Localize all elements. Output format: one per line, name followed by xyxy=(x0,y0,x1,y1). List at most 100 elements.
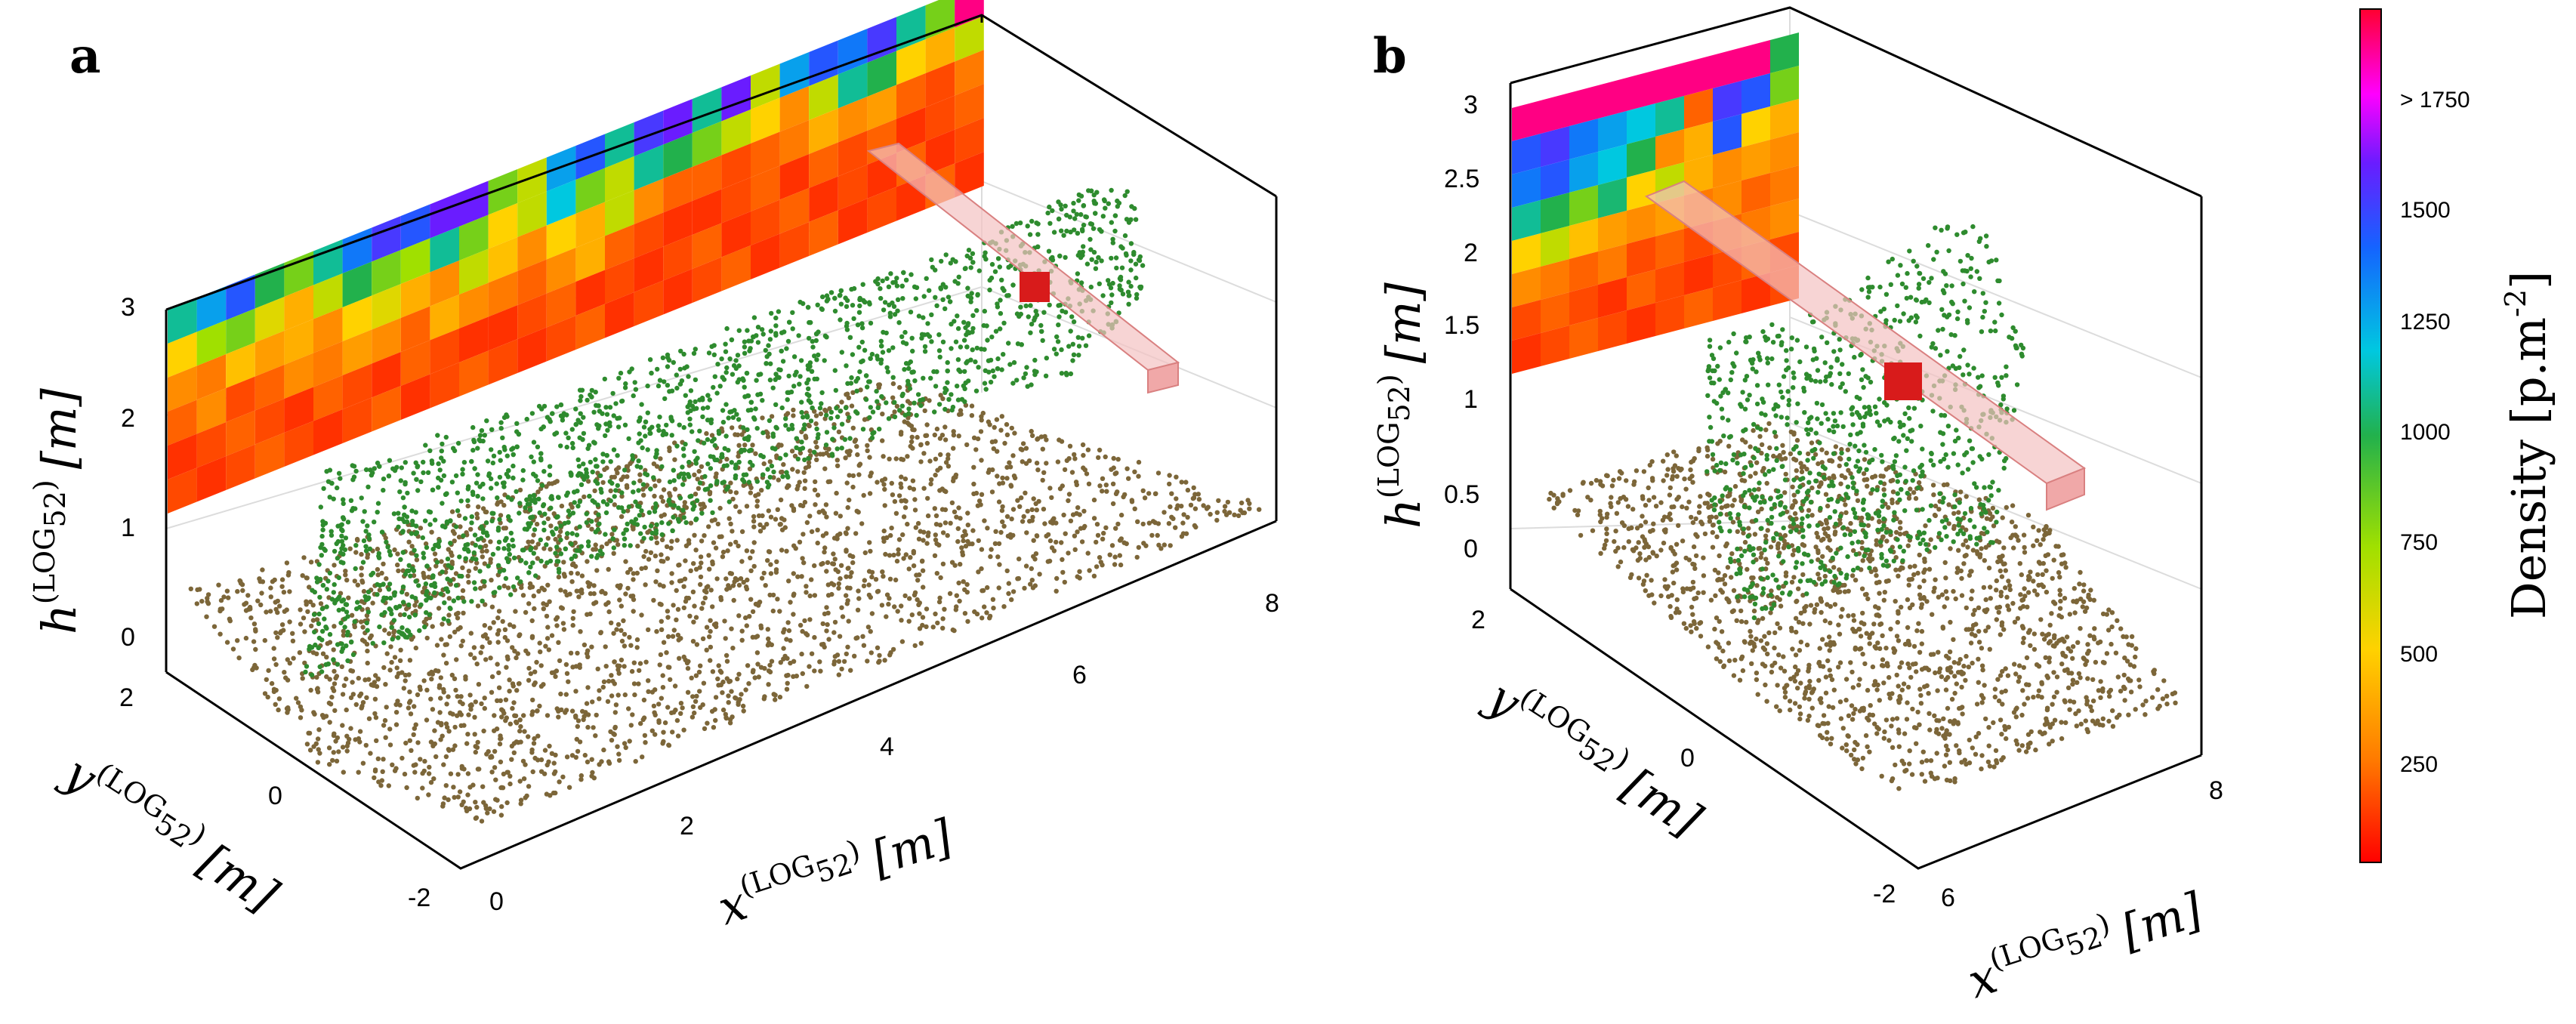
vegetation-point xyxy=(497,449,502,455)
heatmap-cell xyxy=(430,362,459,409)
ground-point xyxy=(679,578,684,584)
vegetation-point xyxy=(480,496,486,501)
ground-point xyxy=(905,521,910,527)
vegetation-point xyxy=(1088,284,1094,290)
vegetation-point xyxy=(712,457,717,463)
heatmap-cell xyxy=(605,156,634,202)
vegetation-point xyxy=(469,520,474,526)
vegetation-point xyxy=(609,480,615,486)
vegetation-point xyxy=(477,569,483,574)
vegetation-point xyxy=(622,467,628,473)
ground-point xyxy=(503,718,508,723)
ground-point xyxy=(979,492,985,497)
ground-point xyxy=(575,571,581,576)
ground-point xyxy=(824,569,829,574)
vegetation-point xyxy=(379,529,385,535)
ground-point xyxy=(494,726,500,732)
vegetation-point xyxy=(726,484,731,489)
vegetation-point xyxy=(768,328,773,334)
vegetation-point xyxy=(415,488,421,493)
ground-point xyxy=(906,566,912,572)
heatmap-cell xyxy=(838,199,868,245)
vegetation-point xyxy=(511,584,517,590)
ground-point xyxy=(554,479,560,484)
heatmap-cell xyxy=(692,87,722,133)
ground-point xyxy=(561,572,567,577)
ground-point xyxy=(723,715,729,721)
vegetation-point xyxy=(341,543,346,548)
vegetation-point xyxy=(1100,293,1106,298)
ground-point xyxy=(585,612,590,617)
vegetation-point xyxy=(899,393,905,399)
heatmap-cell xyxy=(168,399,197,446)
heatmap-cell xyxy=(692,121,722,167)
ground-point xyxy=(661,584,666,589)
ground-point xyxy=(480,784,486,789)
vegetation-point xyxy=(381,581,386,587)
ground-point xyxy=(329,695,335,700)
ground-point xyxy=(204,614,209,619)
vegetation-point xyxy=(989,275,995,281)
vegetation-point xyxy=(699,395,705,401)
vegetation-point xyxy=(934,303,939,308)
ground-point xyxy=(305,609,310,615)
vegetation-point xyxy=(549,494,554,499)
ground-point xyxy=(815,540,820,546)
panel-a-z-label: h(LOG52)[m] xyxy=(28,387,87,634)
vegetation-point xyxy=(773,372,779,377)
heatmap-cell xyxy=(459,214,489,261)
vegetation-point xyxy=(671,478,677,483)
heatmap-cell xyxy=(196,388,227,434)
vegetation-point xyxy=(486,473,492,479)
ground-point xyxy=(442,795,447,800)
ground-point xyxy=(529,618,535,624)
ground-point xyxy=(729,689,734,694)
heatmap-cell xyxy=(488,339,518,385)
ground-point xyxy=(625,474,630,480)
ground-point xyxy=(286,570,292,575)
vegetation-point xyxy=(536,496,541,501)
vegetation-point xyxy=(397,489,403,495)
vegetation-point xyxy=(1064,228,1069,234)
ground-point xyxy=(570,665,575,670)
vegetation-point xyxy=(816,432,821,437)
ground-point xyxy=(304,599,309,604)
ground-point xyxy=(900,532,905,538)
vegetation-point xyxy=(584,511,589,517)
ground-point xyxy=(862,578,868,583)
vegetation-point xyxy=(906,406,912,412)
vegetation-point xyxy=(541,502,547,507)
vegetation-point xyxy=(502,447,507,452)
ground-point xyxy=(237,578,242,584)
vegetation-point xyxy=(785,397,790,403)
ground-point xyxy=(403,678,408,683)
ground-point xyxy=(269,680,275,686)
ground-point xyxy=(412,726,417,731)
ground-point xyxy=(243,635,249,641)
ground-point xyxy=(1028,581,1033,587)
ground-point xyxy=(846,395,852,400)
heatmap-cell xyxy=(488,237,518,283)
vegetation-point xyxy=(924,276,929,281)
vegetation-point xyxy=(400,625,405,631)
ground-point xyxy=(545,713,551,718)
vegetation-point xyxy=(338,560,344,565)
vegetation-point xyxy=(824,430,830,435)
heatmap-cell xyxy=(255,433,285,479)
ground-point xyxy=(971,435,977,440)
ground-point xyxy=(767,459,773,464)
vegetation-point xyxy=(983,368,989,373)
ground-point xyxy=(1966,665,1971,670)
ground-point xyxy=(1112,562,1118,567)
ground-point xyxy=(641,697,647,703)
ground-point xyxy=(464,805,469,811)
ground-point xyxy=(666,742,671,748)
vegetation-point xyxy=(783,423,788,428)
vegetation-point xyxy=(1059,347,1064,353)
ground-point xyxy=(1193,524,1199,530)
vegetation-point xyxy=(797,374,803,379)
ground-point xyxy=(652,493,657,499)
ground-point xyxy=(531,532,536,538)
heatmap-cell xyxy=(1569,218,1598,259)
ground-point xyxy=(957,598,962,604)
